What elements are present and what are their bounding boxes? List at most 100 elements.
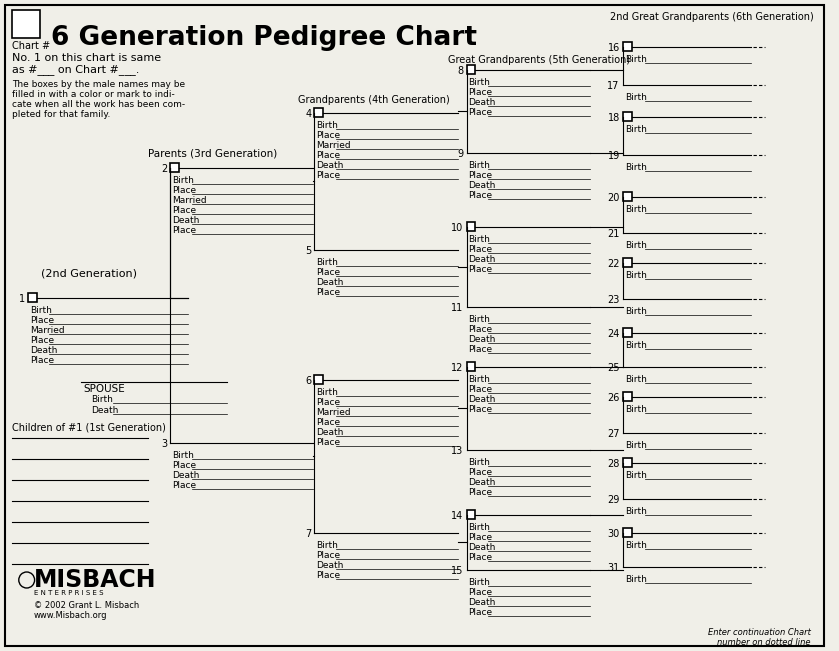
Bar (623, 458, 632, 467)
Text: cate when all the work has been com-: cate when all the work has been com- (12, 100, 185, 109)
Text: Place: Place (172, 206, 196, 215)
Text: Place: Place (468, 108, 492, 117)
Text: 17: 17 (607, 81, 620, 91)
Text: Birth: Birth (91, 395, 112, 404)
Text: Married: Married (172, 196, 206, 205)
Text: Death: Death (468, 335, 496, 344)
Text: Place: Place (316, 438, 341, 447)
Text: 31: 31 (607, 563, 620, 573)
Text: Place: Place (172, 461, 196, 470)
Text: Grandparents (4th Generation): Grandparents (4th Generation) (298, 95, 450, 105)
Text: 5: 5 (305, 246, 311, 256)
Text: 9: 9 (457, 149, 464, 159)
Text: Place: Place (468, 171, 492, 180)
Text: Death: Death (91, 406, 118, 415)
Text: Death: Death (468, 543, 496, 552)
Bar (466, 65, 476, 74)
Text: number on dotted line: number on dotted line (717, 638, 810, 647)
Text: Birth: Birth (468, 375, 491, 384)
Text: Place: Place (29, 336, 54, 345)
Bar (170, 163, 179, 172)
Text: Place: Place (316, 171, 341, 180)
Text: 28: 28 (607, 459, 620, 469)
Text: 2nd Great Grandparents (6th Generation): 2nd Great Grandparents (6th Generation) (610, 12, 814, 22)
Text: 8: 8 (457, 66, 464, 76)
Text: SPOUSE: SPOUSE (83, 384, 125, 394)
Text: Birth: Birth (625, 471, 647, 480)
Text: Birth: Birth (468, 235, 491, 244)
Text: Birth: Birth (468, 78, 491, 87)
Text: Place: Place (316, 151, 341, 160)
Bar (315, 108, 323, 117)
Text: pleted for that family.: pleted for that family. (12, 110, 110, 119)
Text: Death: Death (29, 346, 57, 355)
Text: Birth: Birth (625, 163, 647, 172)
Bar (466, 222, 476, 231)
Text: Place: Place (468, 325, 492, 334)
Text: MISBACH: MISBACH (34, 568, 156, 592)
Text: Married: Married (29, 326, 65, 335)
Text: Place: Place (316, 571, 341, 580)
Text: 26: 26 (607, 393, 620, 403)
Text: Birth: Birth (625, 541, 647, 550)
Text: Place: Place (468, 405, 492, 414)
Text: Place: Place (468, 345, 492, 354)
Text: Married: Married (316, 408, 351, 417)
Text: Place: Place (316, 551, 341, 560)
Text: Place: Place (316, 131, 341, 140)
Text: Birth: Birth (625, 307, 647, 316)
Bar (28, 293, 37, 302)
Text: Birth: Birth (468, 161, 491, 170)
Text: 3: 3 (161, 439, 167, 449)
Text: Place: Place (468, 191, 492, 200)
Text: Birth: Birth (625, 271, 647, 280)
Text: Place: Place (468, 468, 492, 477)
Text: 13: 13 (451, 446, 464, 456)
Bar (623, 328, 632, 337)
Text: Birth: Birth (625, 205, 647, 214)
Text: Place: Place (172, 481, 196, 490)
Text: Birth: Birth (316, 388, 338, 397)
Text: Place: Place (468, 488, 492, 497)
Text: Death: Death (468, 181, 496, 190)
Text: Place: Place (316, 398, 341, 407)
Text: Birth: Birth (468, 523, 491, 532)
Text: Birth: Birth (625, 241, 647, 250)
Text: Death: Death (172, 216, 200, 225)
Text: 1: 1 (18, 294, 24, 304)
Text: Death: Death (468, 98, 496, 107)
Text: Death: Death (316, 561, 344, 570)
Text: 12: 12 (451, 363, 464, 373)
Text: 6 Generation Pedigree Chart: 6 Generation Pedigree Chart (51, 25, 477, 51)
Text: Birth: Birth (625, 405, 647, 414)
Text: Place: Place (316, 268, 341, 277)
Text: as #___ on Chart #___.: as #___ on Chart #___. (12, 64, 139, 75)
Text: 18: 18 (607, 113, 620, 123)
Text: Place: Place (468, 385, 492, 394)
Text: Children of #1 (1st Generation): Children of #1 (1st Generation) (12, 422, 166, 432)
Text: 10: 10 (451, 223, 464, 233)
Text: Place: Place (468, 553, 492, 562)
Text: 16: 16 (607, 43, 620, 53)
Text: Birth: Birth (316, 121, 338, 130)
Text: Place: Place (29, 356, 54, 365)
Text: Birth: Birth (172, 176, 194, 185)
Bar (12, 10, 39, 38)
Text: 22: 22 (607, 259, 620, 269)
Text: Place: Place (316, 288, 341, 297)
Text: Death: Death (316, 278, 344, 287)
Text: Place: Place (468, 608, 492, 617)
Text: Death: Death (468, 395, 496, 404)
Text: (2nd Generation): (2nd Generation) (41, 268, 137, 278)
Text: Place: Place (29, 316, 54, 325)
Bar (315, 375, 323, 384)
Text: Birth: Birth (625, 575, 647, 584)
Text: Birth: Birth (29, 306, 51, 315)
Text: filled in with a color or mark to indi-: filled in with a color or mark to indi- (12, 90, 175, 99)
Text: Birth: Birth (625, 441, 647, 450)
Text: 2: 2 (161, 164, 167, 174)
Text: 4: 4 (305, 109, 311, 119)
Text: Birth: Birth (468, 578, 491, 587)
Text: Birth: Birth (625, 341, 647, 350)
Text: Birth: Birth (316, 541, 338, 550)
